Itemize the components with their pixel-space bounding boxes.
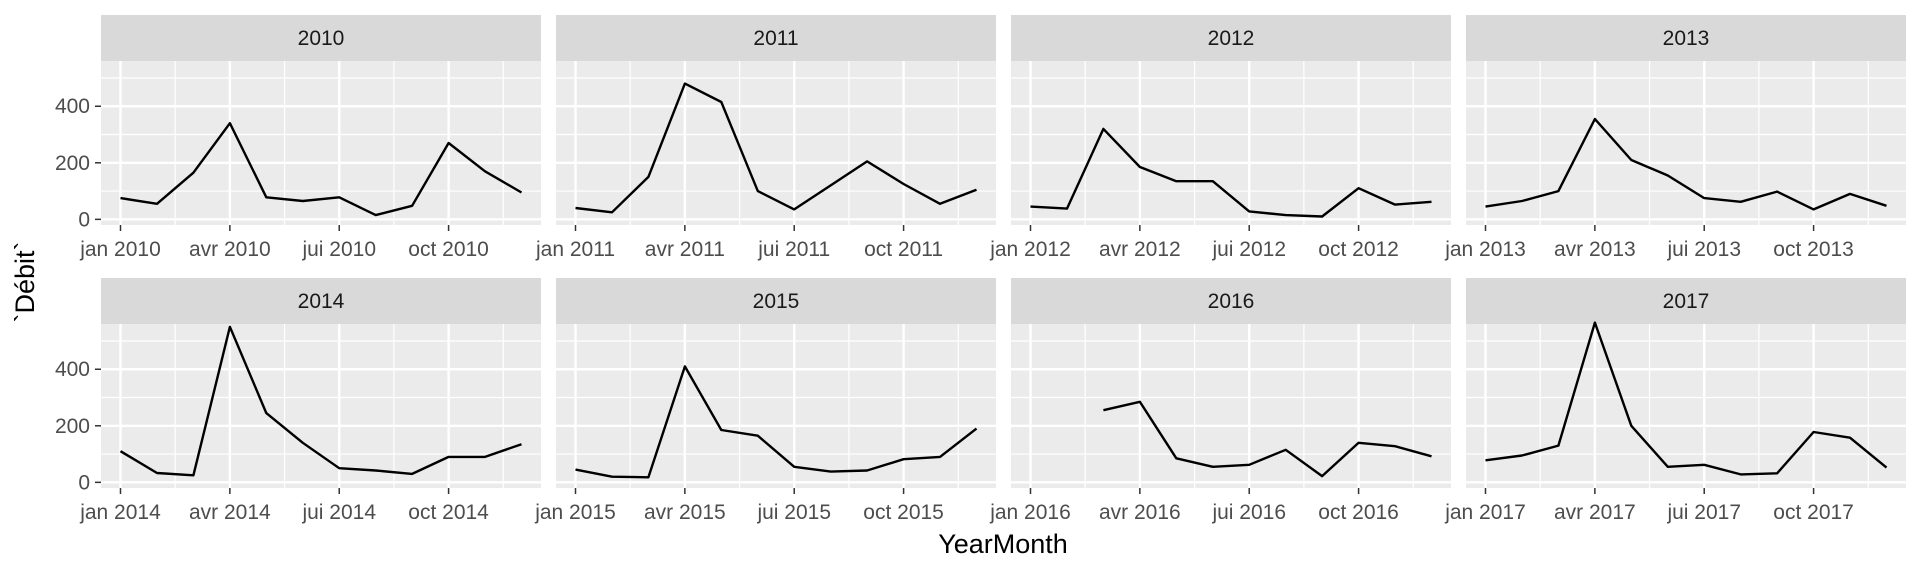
x-tick-label: avr 2012 (1099, 238, 1181, 261)
x-tick-label: jan 2012 (989, 238, 1071, 261)
x-tick-label: jui 2012 (1211, 238, 1286, 261)
series-line-2011 (575, 82, 977, 214)
x-tick-label: jan 2015 (534, 501, 616, 524)
x-tick-label: avr 2010 (189, 238, 271, 261)
facet-strip (1011, 15, 1451, 61)
x-tick-label: avr 2015 (644, 501, 726, 524)
x-tick-label: jui 2014 (301, 501, 376, 524)
x-tick-label: oct 2014 (408, 501, 489, 524)
x-tick-label: jan 2013 (1444, 238, 1526, 261)
facet-panel-2015: 2015 jan 2015 avr 2015 jui 2015 oct 2015 (534, 278, 996, 524)
x-tick-label: jan 2010 (79, 238, 161, 261)
x-tick-label: jui 2011 (757, 238, 830, 261)
x-tick-label: avr 2013 (1554, 238, 1636, 261)
facet-panel-2012: 2012 jan 2012 avr 2012 jui 2012 oct 2012 (989, 15, 1451, 261)
x-tick-label: avr 2016 (1099, 501, 1181, 524)
y-tick-label: 200 (55, 152, 90, 175)
facet-strip (101, 278, 541, 324)
facet-panel-2013: 2013 jan 2013 avr 2013 jui 2013 oct 2013 (1444, 15, 1906, 261)
facet-strip-label: 2017 (1663, 290, 1710, 313)
x-tick-label: jui 2015 (756, 501, 831, 524)
series-line-2013 (1485, 117, 1887, 211)
facet-strip-label: 2016 (1208, 290, 1255, 313)
x-tick-label: oct 2015 (863, 501, 944, 524)
facet-strip (1466, 15, 1906, 61)
x-tick-label: jan 2017 (1444, 501, 1526, 524)
facet-strip-label: 2014 (298, 290, 345, 313)
facet-panel-2016: 2016 jan 2016 avr 2016 jui 2016 oct 2016 (989, 278, 1451, 524)
plot-panel (101, 61, 541, 225)
series-line-2015 (575, 365, 978, 479)
x-tick-label: avr 2011 (645, 238, 725, 261)
x-tick-label: jui 2010 (301, 238, 376, 261)
x-tick-label: oct 2017 (1773, 501, 1854, 524)
series-line-2016 (1103, 400, 1432, 478)
y-tick-label: 0 (78, 208, 90, 231)
facet-panel-2014: 2014 jan 2014 avr 2014 jui 2014 oct 2014 0 200… (55, 278, 541, 524)
facet-panel-2011: 2011 jan 2011 avr 2011 jui 2011 oct 2011 (535, 15, 996, 261)
x-tick-label: jan 2014 (79, 501, 161, 524)
x-tick-label: oct 2011 (864, 238, 943, 261)
series-line-2017 (1485, 321, 1888, 476)
facet-strip-label: 2011 (753, 27, 798, 50)
x-tick-label: avr 2014 (189, 501, 271, 524)
x-tick-label: avr 2017 (1554, 501, 1636, 524)
facet-strip (1011, 278, 1451, 324)
y-tick-label: 0 (78, 471, 90, 494)
facet-panel-2010: 2010 jan 2010 avr 2010 jui 2010 oct 2010 0 200… (55, 15, 541, 261)
plot-panel (1011, 324, 1451, 488)
plot-panel (556, 61, 996, 225)
facet-strip-label: 2013 (1663, 27, 1710, 50)
series-line-2012 (1030, 127, 1432, 218)
y-tick-label: 400 (55, 95, 90, 118)
facet-strip (101, 15, 541, 61)
y-tick-label: 200 (55, 415, 90, 438)
x-axis-title: YearMonth (938, 529, 1068, 559)
plot-panel (556, 324, 996, 488)
x-tick-label: oct 2016 (1318, 501, 1399, 524)
plot-panel (1466, 61, 1906, 225)
x-tick-label: jui 2017 (1666, 501, 1741, 524)
x-tick-label: oct 2013 (1773, 238, 1854, 261)
series-line-2010 (120, 121, 523, 217)
x-tick-label: oct 2010 (408, 238, 489, 261)
plot-panel (1466, 324, 1906, 488)
x-tick-label: jui 2016 (1211, 501, 1286, 524)
facet-strip (556, 278, 996, 324)
facet-strip (1466, 278, 1906, 324)
x-tick-label: jui 2013 (1666, 238, 1741, 261)
y-tick-label: 400 (55, 358, 90, 381)
x-tick-label: jan 2016 (989, 501, 1071, 524)
facet-strip-label: 2012 (1208, 27, 1255, 50)
y-axis-title: `Débit` (10, 241, 40, 322)
facet-strip-label: 2010 (298, 27, 345, 50)
series-line-2014 (119, 325, 522, 477)
facet-panel-2017: 2017 jan 2017 avr 2017 jui 2017 oct 2017 (1444, 278, 1906, 524)
plot-panel (101, 324, 541, 488)
x-tick-label: jan 2011 (535, 238, 615, 261)
facet-panels: 2010 jan 2010 avr 2010 jui 2010 oct 2010 0 200… (55, 15, 1906, 524)
x-tick-label: oct 2012 (1318, 238, 1399, 261)
facet-strip-label: 2015 (753, 290, 800, 313)
facet-strip (556, 15, 996, 61)
